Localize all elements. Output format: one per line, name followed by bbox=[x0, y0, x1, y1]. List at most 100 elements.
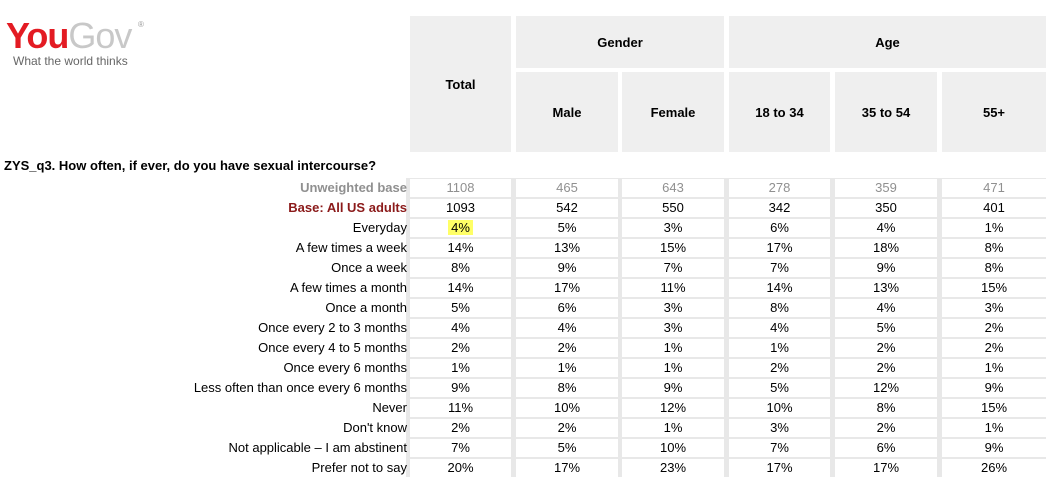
table-cell: 13% bbox=[516, 239, 618, 257]
table-cell: 643 bbox=[622, 179, 724, 197]
cell-value: 7% bbox=[770, 260, 789, 275]
cell-value: 6% bbox=[770, 220, 789, 235]
table-cell: 17% bbox=[835, 459, 937, 478]
logo-wordmark: YouGov bbox=[6, 15, 132, 56]
table-cell: 10% bbox=[516, 399, 618, 417]
table-cell: 2% bbox=[410, 419, 511, 437]
table-cell: 2% bbox=[516, 419, 618, 437]
table-cell: 4% bbox=[516, 319, 618, 337]
cell-value: 7% bbox=[451, 440, 470, 455]
cell-value: 17% bbox=[766, 460, 793, 475]
table-row: Once every 4 to 5 months 2% 2% 1% 1% 2% 2% bbox=[0, 338, 1047, 358]
cell-value: 9% bbox=[557, 260, 577, 275]
table-cell: 17% bbox=[729, 459, 830, 478]
table-cell: 4% bbox=[410, 319, 511, 337]
table-cell: 3% bbox=[729, 419, 830, 437]
cell-value: 278 bbox=[768, 180, 791, 195]
cell-value: 7% bbox=[663, 260, 683, 275]
cell-value: 1% bbox=[663, 340, 683, 355]
table-cell: 9% bbox=[410, 379, 511, 397]
table-cell: 2% bbox=[835, 419, 937, 437]
table-cell: 6% bbox=[516, 299, 618, 317]
row-label: Everyday bbox=[352, 220, 407, 235]
header-age-label: Age bbox=[875, 34, 900, 50]
table-cell: 7% bbox=[729, 259, 830, 277]
cell-value: 12% bbox=[659, 400, 687, 415]
cell-value: 20% bbox=[447, 460, 474, 475]
table-cell: 12% bbox=[622, 399, 724, 417]
logo-gov: Gov bbox=[68, 15, 132, 56]
cell-value: 5% bbox=[876, 320, 896, 335]
cell-value: 3% bbox=[663, 320, 683, 335]
table-cell: 2% bbox=[410, 339, 511, 357]
cell-value: 17% bbox=[553, 460, 581, 475]
row-label: Prefer not to say bbox=[311, 460, 407, 475]
row-label: Once a week bbox=[331, 260, 407, 275]
table-cell: 278 bbox=[729, 179, 830, 197]
cell-value: 17% bbox=[766, 240, 793, 255]
header-col-male: Male bbox=[516, 72, 618, 152]
table-row: Once every 6 months 1% 1% 1% 2% 2% 1% bbox=[0, 358, 1047, 378]
cell-value: 643 bbox=[662, 180, 684, 195]
cell-value: 11% bbox=[447, 400, 474, 415]
table-cell: 2% bbox=[942, 339, 1046, 357]
header-male-label: Male bbox=[552, 104, 582, 120]
row-label: Once every 2 to 3 months bbox=[258, 320, 407, 335]
cell-value: 2% bbox=[451, 340, 470, 355]
cell-value: 2% bbox=[984, 320, 1004, 335]
cell-value: 6% bbox=[557, 300, 577, 315]
table-cell: 17% bbox=[729, 239, 830, 257]
table-cell: 1093 bbox=[410, 199, 511, 217]
table-row: Once a week 8% 9% 7% 7% 9% 8% bbox=[0, 258, 1047, 278]
cell-value: 2% bbox=[557, 340, 577, 355]
table-cell: 11% bbox=[622, 279, 724, 297]
header-35-54-label: 35 to 54 bbox=[861, 104, 911, 120]
table-cell: 1% bbox=[622, 419, 724, 437]
row-label: A few times a week bbox=[295, 240, 407, 255]
cell-value: 7% bbox=[770, 440, 789, 455]
cell-value: 5% bbox=[770, 380, 789, 395]
header-col-35-54: 35 to 54 bbox=[835, 72, 937, 152]
header-col-55-plus: 55+ bbox=[942, 72, 1046, 152]
cell-value: 1% bbox=[451, 360, 470, 375]
cell-value: 8% bbox=[984, 240, 1004, 255]
cell-value: 4% bbox=[557, 320, 577, 335]
trademark-icon: ® bbox=[138, 20, 144, 29]
cell-value: 3% bbox=[663, 220, 683, 235]
cell-value: 1% bbox=[663, 360, 683, 375]
cell-value: 14% bbox=[447, 240, 474, 255]
cell-value: 5% bbox=[557, 440, 577, 455]
header-total: Total bbox=[410, 16, 511, 152]
cell-value: 4% bbox=[876, 300, 896, 315]
table-cell: 8% bbox=[516, 379, 618, 397]
table-row: Don't know 2% 2% 1% 3% 2% 1% bbox=[0, 418, 1047, 438]
table-row: A few times a month 14% 17% 11% 14% 13% 15% bbox=[0, 278, 1047, 298]
table-row: Less often than once every 6 months 9% 8% 9… bbox=[0, 378, 1047, 398]
table-cell: 9% bbox=[516, 259, 618, 277]
table-cell: 465 bbox=[516, 179, 618, 197]
table-cell: 1% bbox=[516, 359, 618, 377]
cell-value: 17% bbox=[872, 460, 900, 475]
cell-value: 2% bbox=[984, 340, 1004, 355]
table-cell: 4% bbox=[835, 219, 937, 237]
cell-value: 10% bbox=[766, 400, 793, 415]
cell-value: 3% bbox=[984, 300, 1004, 315]
cell-value: 18% bbox=[872, 240, 900, 255]
table-cell: 5% bbox=[410, 299, 511, 317]
table-cell: 1% bbox=[622, 339, 724, 357]
table-cell: 4% bbox=[410, 219, 511, 237]
cell-value: 465 bbox=[556, 180, 578, 195]
table-cell: 20% bbox=[410, 459, 511, 478]
table-cell: 15% bbox=[942, 399, 1046, 417]
table-cell: 3% bbox=[622, 319, 724, 337]
table-cell: 1% bbox=[622, 359, 724, 377]
table-cell: 1% bbox=[942, 419, 1046, 437]
table-cell: 2% bbox=[942, 319, 1046, 337]
header-55-plus-label: 55+ bbox=[982, 104, 1006, 120]
cell-value: 4% bbox=[451, 320, 470, 335]
row-label: Never bbox=[372, 400, 407, 415]
cell-value: 13% bbox=[872, 280, 900, 295]
table-cell: 5% bbox=[516, 439, 618, 457]
table-cell: 5% bbox=[516, 219, 618, 237]
logo-you: You bbox=[6, 15, 69, 56]
